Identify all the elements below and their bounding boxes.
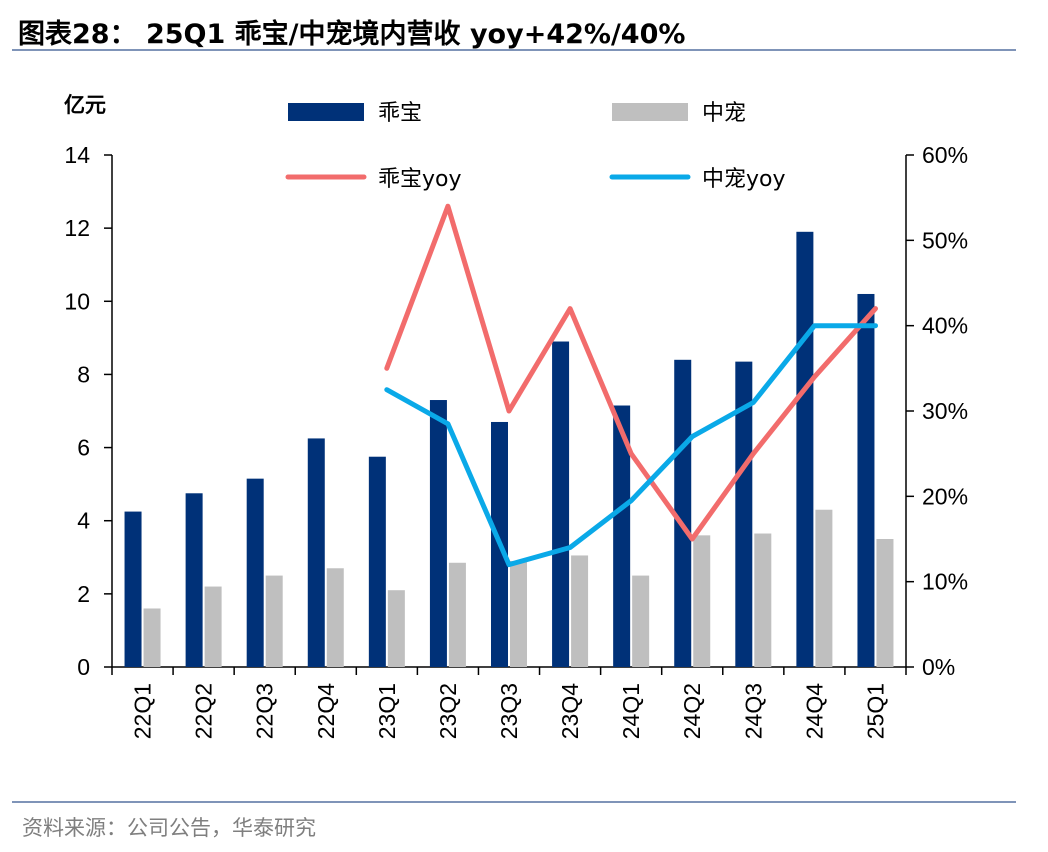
- axes-group: [104, 154, 914, 675]
- bar-zhongchong: [754, 533, 772, 667]
- bar-guaibao: [674, 359, 692, 667]
- bar-zhongchong: [815, 509, 833, 667]
- bar-guaibao: [124, 511, 142, 667]
- bar-guaibao: [796, 231, 814, 668]
- y-tick-label-left: 4: [77, 508, 90, 534]
- y-tick-label-left: 2: [77, 581, 90, 607]
- bar-zhongchong: [143, 608, 161, 667]
- legend-label-zhongchong-yoy: 中宠yoy: [702, 167, 786, 192]
- source-note: 资料来源：公司公告，华泰研究: [22, 816, 316, 840]
- x-tick-label: 23Q2: [435, 683, 461, 739]
- bar-guaibao: [735, 361, 753, 667]
- bar-guaibao: [185, 493, 203, 667]
- y-tick-label-right: 10%: [922, 569, 968, 595]
- bar-zhongchong: [265, 575, 283, 667]
- bar-guaibao: [368, 456, 386, 667]
- x-tick-label: 24Q2: [679, 683, 705, 739]
- x-tick-label: 23Q1: [374, 683, 400, 739]
- y-tick-label-right: 30%: [922, 398, 968, 424]
- y-tick-label-left: 8: [77, 361, 90, 387]
- bar-zhongchong: [571, 555, 589, 667]
- legend-label-zhongchong: 中宠: [702, 101, 746, 126]
- x-tick-label: 22Q2: [191, 683, 217, 739]
- bar-zhongchong: [387, 590, 405, 667]
- legend-swatch-zhongchong: [612, 103, 688, 121]
- y-tick-label-right: 20%: [922, 483, 968, 509]
- x-tick-label: 22Q3: [252, 683, 278, 739]
- bar-guaibao: [246, 478, 264, 667]
- bar-guaibao: [857, 293, 875, 667]
- y-tick-label-left: 10: [64, 288, 90, 314]
- x-tick-label: 22Q1: [130, 683, 156, 739]
- x-tick-label: 22Q4: [313, 683, 339, 739]
- y-tick-label-left: 14: [64, 142, 90, 168]
- y-tick-label-left: 12: [64, 215, 90, 241]
- x-tick-label: 23Q3: [496, 683, 522, 739]
- line-zhongchong-yoy: [384, 323, 878, 568]
- bar-guaibao: [429, 400, 447, 667]
- legend: 乖宝 中宠 乖宝yoy 中宠yoy: [285, 101, 786, 192]
- x-tick-label: 24Q4: [801, 683, 827, 739]
- bar-zhongchong: [510, 560, 527, 667]
- bar-zhongchong: [632, 575, 650, 667]
- bar-zhongchong: [204, 586, 222, 667]
- x-tick-label: 24Q1: [618, 683, 644, 739]
- x-tick-label: 25Q1: [862, 683, 888, 739]
- y-tick-label-right: 0%: [922, 654, 955, 680]
- bar-zhongchong: [448, 562, 466, 667]
- bar-guaibao: [613, 405, 631, 667]
- bar-guaibao: [552, 341, 570, 667]
- y-tick-label-left: 0: [77, 654, 90, 680]
- y-tick-label-right: 50%: [922, 227, 968, 253]
- y-tick-label-right: 60%: [922, 142, 968, 168]
- line-guaibao-yoy: [384, 203, 878, 542]
- y-axis-title: 亿元: [64, 93, 106, 117]
- legend-label-guaibao: 乖宝: [378, 101, 422, 126]
- y-tick-label-left: 6: [77, 435, 90, 461]
- tick-labels-group: 0 2 4 6 8 10 12 14 0% 10% 20% 30% 40% 50% 60% 22Q1 22Q2 2…: [64, 142, 968, 739]
- legend-swatch-guaibao: [288, 103, 364, 121]
- y-tick-label-right: 40%: [922, 313, 968, 339]
- bar-guaibao: [307, 438, 325, 667]
- x-tick-label: 23Q4: [557, 683, 583, 739]
- bar-zhongchong: [693, 535, 711, 667]
- chart-title: 图表28： 25Q1 乖宝/中宠境内营收 yoy+42%/40%: [18, 19, 686, 50]
- lines-group: [384, 203, 878, 568]
- bars-group: [124, 231, 894, 668]
- legend-label-guaibao-yoy: 乖宝yoy: [378, 167, 462, 192]
- x-tick-label: 24Q3: [740, 683, 766, 739]
- bar-zhongchong: [326, 568, 344, 667]
- bar-zhongchong: [876, 539, 894, 667]
